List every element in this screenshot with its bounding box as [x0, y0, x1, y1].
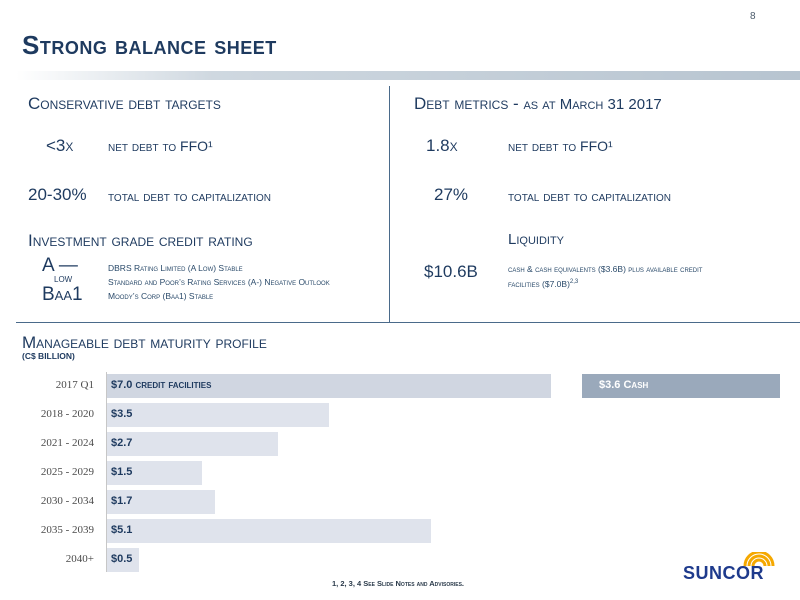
metrics-heading-main: Debt metrics - — [414, 94, 524, 113]
liquidity-detail: cash & cash equivalents ($3.6B) plus ava… — [508, 263, 768, 291]
logo-arc-outer — [743, 552, 775, 567]
bar-value-label: $2.7 — [111, 437, 132, 449]
target-value-2: 20-30% — [28, 185, 87, 204]
target-value-1: <3x — [46, 136, 74, 155]
bar-value-label: $5.1 — [111, 524, 132, 536]
maturity-bar — [107, 519, 431, 543]
suncor-logo-text: SUNCOR — [683, 563, 765, 583]
cash-label: $3.6 Cash — [599, 379, 648, 391]
liquidity-value: $10.6B — [424, 262, 478, 281]
footnote-text: See Slide Notes and Advisories. — [363, 579, 464, 588]
metric-value-1: 1.8x — [426, 136, 458, 155]
a-low-rating: A — — [42, 255, 78, 276]
footnote: 1, 2, 3, 4 See Slide Notes and Advisorie… — [332, 579, 464, 588]
metrics-heading: Debt metrics - as at March 31 2017 — [414, 94, 662, 114]
logo-arc-middle — [747, 554, 771, 567]
metrics-heading-date: as at March 31 2017 — [523, 96, 662, 113]
maturity-bar — [107, 461, 203, 485]
title-rule — [16, 71, 800, 80]
footnote-refs: 1, 2, 3, 4 — [332, 579, 364, 588]
bar-value-label: $1.7 — [111, 495, 132, 507]
bar-value-label: $3.5 — [111, 408, 132, 420]
cash-suffix: Cash — [623, 379, 649, 391]
bar-value: $3.5 — [111, 408, 133, 420]
maturity-bar — [107, 548, 139, 572]
liquidity-detail-line2: facilities ($7.0B) — [508, 278, 570, 289]
target-label-1: net debt to FFO¹ — [108, 138, 213, 154]
category-label: 2017 Q1 — [55, 379, 94, 391]
bar-value: $7.0 — [111, 379, 133, 391]
maturity-bar — [107, 403, 330, 427]
metric-value-2: 27% — [434, 185, 469, 204]
maturity-bar — [107, 490, 215, 514]
credit-rating-heading: Investment grade credit rating — [28, 231, 253, 250]
targets-heading: Conservative debt targets — [28, 94, 221, 113]
maturity-heading: Manageable debt maturity profile — [22, 333, 267, 352]
category-label: 2025 - 2029 — [40, 466, 94, 478]
bar-value-label: $0.5 — [111, 553, 132, 565]
logo-arc-inner — [751, 558, 767, 567]
maturity-bar — [107, 374, 552, 398]
suncor-logo — [743, 552, 775, 567]
metric-label-2: total debt to capitalization — [508, 188, 671, 204]
category-label: 2035 - 2039 — [40, 524, 94, 536]
rating-detail-dbrs: DBRS Rating Limited (A Low) Stable — [108, 263, 243, 273]
chart-axis — [106, 372, 107, 572]
rating-detail-moodys: Moody’s Corp (Baa1) Stable — [108, 291, 214, 301]
bar-value-label: $1.5 — [111, 466, 132, 478]
target-label-2: total debt to capitalization — [108, 188, 271, 204]
category-label: 2040+ — [65, 553, 94, 565]
maturity-bar — [107, 432, 279, 456]
slide-title: Strong balance sheet — [22, 30, 277, 60]
rating-detail-sp: Standard and Poor’s Rating Services (A-)… — [108, 277, 330, 287]
baa1-rating: Baa1 — [42, 284, 83, 305]
page-number: 8 — [750, 11, 756, 22]
bar-value: $2.7 — [111, 437, 133, 449]
horizontal-divider — [16, 322, 800, 323]
category-label: 2021 - 2024 — [40, 437, 94, 449]
cash-bar — [582, 374, 780, 398]
category-label: 2018 - 2020 — [40, 408, 94, 420]
cash-value: $3.6 — [599, 379, 624, 391]
category-label: 2030 - 2034 — [40, 495, 94, 507]
bar-value: $0.5 — [111, 553, 133, 565]
bar-value-suffix: credit facilities — [135, 379, 212, 391]
vertical-divider — [389, 86, 390, 322]
liquidity-heading: Liquidity — [508, 231, 565, 248]
bar-value: $5.1 — [111, 524, 133, 536]
chart-subtitle: (C$ BILLION) — [22, 351, 75, 361]
bar-value: $1.7 — [111, 495, 133, 507]
metric-label-1: net debt to FFO¹ — [508, 138, 613, 154]
liquidity-detail-sup: 2,3 — [569, 279, 579, 285]
bar-value: $1.5 — [111, 466, 133, 478]
bar-value-label: $7.0 credit facilities — [111, 379, 211, 391]
a-low-suffix: low — [54, 271, 73, 285]
liquidity-detail-line1: cash & cash equivalents ($3.6B) plus ava… — [508, 264, 703, 274]
